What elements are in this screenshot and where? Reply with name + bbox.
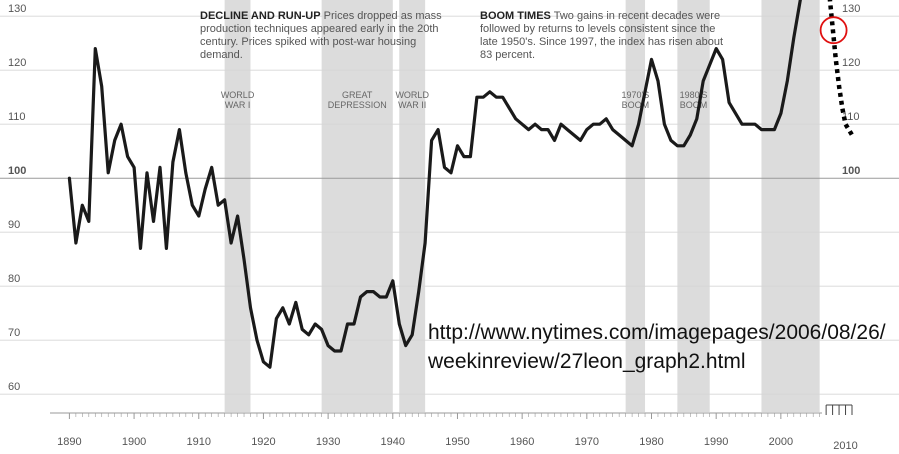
band-4	[677, 0, 710, 412]
x-tick-label-1950: 1950	[445, 436, 469, 448]
y-tick-right-100: 100	[842, 165, 860, 177]
band-1	[321, 0, 393, 412]
x-tick-label-1920: 1920	[251, 436, 275, 448]
y-tick-left-100: 100	[8, 165, 26, 177]
x-tick-label-1890: 1890	[57, 436, 81, 448]
x-tick-label-1930: 1930	[316, 436, 340, 448]
source-url[interactable]: http://www.nytimes.com/imagepages/2006/0…	[428, 321, 886, 373]
annotation-decline-heading: DECLINE AND RUN-UP	[200, 10, 321, 22]
y-tick-left-60: 60	[8, 381, 20, 393]
y-tick-left-80: 80	[8, 273, 20, 285]
gridlines	[0, 15, 899, 395]
x-tick-label-1970: 1970	[575, 436, 599, 448]
annotation-decline: DECLINE AND RUN-UP Prices dropped as mas…	[200, 10, 450, 62]
band-label-2-0: WORLD	[395, 90, 429, 100]
y-tick-left-130: 130	[8, 3, 26, 15]
x-tick-label-1980: 1980	[639, 436, 663, 448]
annotation-boom: BOOM TIMES Two gains in recent decades w…	[480, 10, 735, 62]
y-axis-left: 60 70 80 90 100 110 120 130	[8, 3, 26, 393]
band-label-4-0: 1980'S	[680, 90, 708, 100]
annotation-decline-text: Prices dropped as mass production techni…	[200, 10, 442, 61]
y-axis-right: 110120130140150100	[842, 3, 860, 177]
band-3	[625, 0, 646, 412]
band-label-4-1: BOOM	[680, 100, 708, 110]
x-tick-label-1960: 1960	[510, 436, 534, 448]
band-0	[224, 0, 251, 412]
y-tick-left-90: 90	[8, 219, 20, 231]
band-label-0-0: WORLD	[221, 90, 255, 100]
band-label-1-0: GREAT	[342, 90, 373, 100]
x-tick-label-1910: 1910	[187, 436, 211, 448]
annotation-boom-text: Two gains in recent decades were followe…	[480, 10, 724, 61]
series-line	[67, 0, 802, 369]
series-layer	[67, 0, 854, 369]
band-label-0-1: WAR I	[225, 100, 251, 110]
x-axis: 1890 1900 1910 1920 1930 1940 1950 1960 1970 1980…	[50, 404, 858, 452]
y-tick-right-120: 120	[842, 57, 860, 69]
x-tick-label-2010: 2010	[833, 440, 857, 452]
annotation-boom-heading: BOOM TIMES	[480, 10, 551, 22]
band-label-3-1: BOOM	[622, 100, 650, 110]
y-tick-left-120: 120	[8, 57, 26, 69]
projection-line	[827, 0, 854, 137]
x-tick-label-1990: 1990	[704, 436, 728, 448]
y-tick-right-130: 130	[842, 3, 860, 15]
y-tick-right-110: 110	[842, 111, 860, 123]
y-tick-left-110: 110	[8, 111, 26, 123]
y-tick-left-70: 70	[8, 327, 20, 339]
x-tick-label-1900: 1900	[122, 436, 146, 448]
x-tick-label-2000: 2000	[769, 436, 793, 448]
band-label-1-1: DEPRESSION	[328, 100, 387, 110]
band-label-2-1: WAR II	[398, 100, 426, 110]
band-label-3-0: 1970'S	[621, 90, 649, 100]
x-tick-label-1940: 1940	[381, 436, 405, 448]
highlight-circle	[819, 16, 848, 45]
